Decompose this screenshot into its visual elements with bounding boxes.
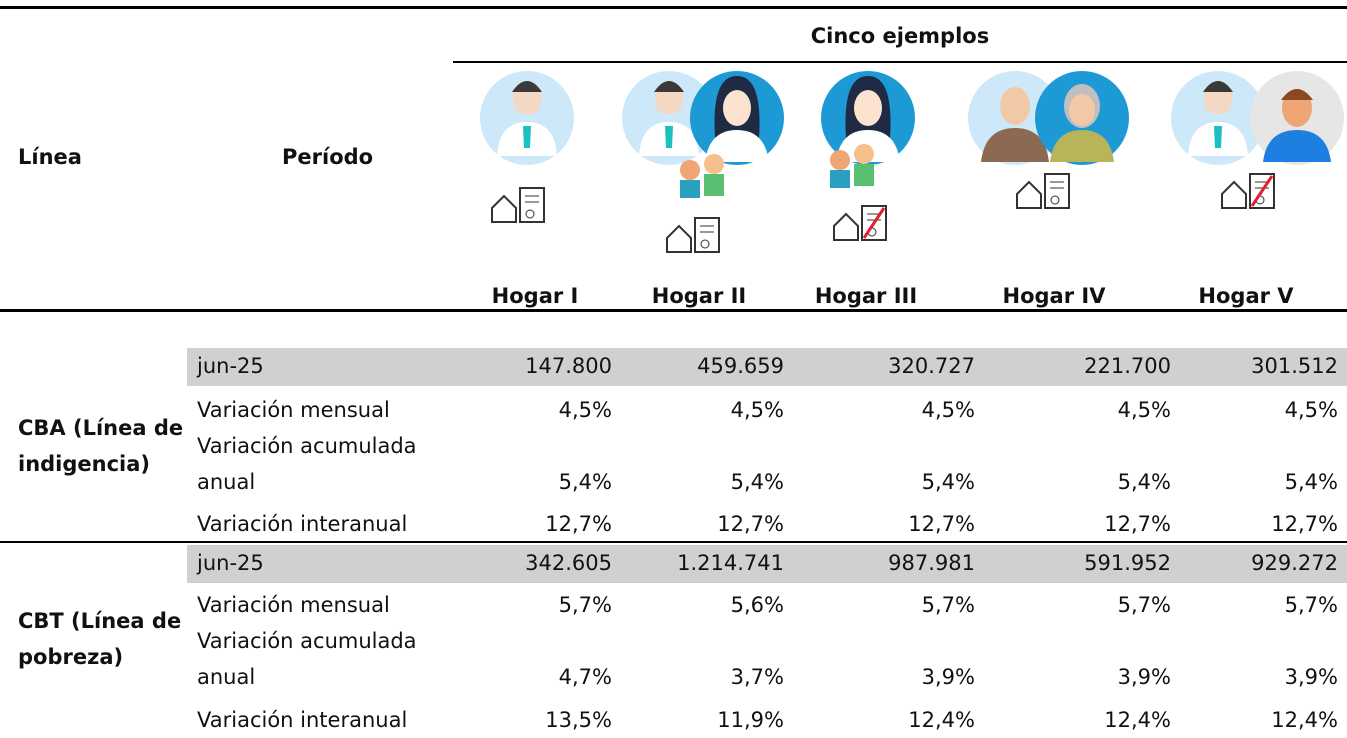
value-cell: 12,4% <box>1271 708 1338 732</box>
group-rule <box>453 61 1347 63</box>
value-cell: 5,4% <box>558 470 612 494</box>
period-label: Variación interanual <box>197 512 408 536</box>
value-cell: 3,7% <box>730 665 784 689</box>
section-label: CBT (Línea de pobreza) <box>18 609 182 669</box>
value-cell: 5,7% <box>1117 593 1171 617</box>
household-header: Hogar II <box>651 284 747 308</box>
value-cell: 12,7% <box>1104 512 1171 536</box>
period-label: Variación mensual <box>197 398 390 422</box>
household-header: Hogar III <box>814 284 918 308</box>
period-label: Variación acumulada anual <box>197 629 417 689</box>
top-rule <box>0 6 1347 9</box>
section-label: CBA (Línea de indigencia) <box>18 416 184 476</box>
period-label: jun-25 <box>197 354 264 378</box>
household-header: Hogar I <box>491 284 579 308</box>
row-band <box>187 348 1347 386</box>
value-cell: 12,7% <box>908 512 975 536</box>
value-cell: 12,4% <box>1104 708 1171 732</box>
value-cell: 342.605 <box>525 551 612 575</box>
value-cell: 5,4% <box>1117 470 1171 494</box>
value-cell: 12,7% <box>717 512 784 536</box>
value-cell: 4,5% <box>1117 398 1171 422</box>
period-label: Variación interanual <box>197 708 408 732</box>
period-label: Variación mensual <box>197 593 390 617</box>
value-cell: 11,9% <box>717 708 784 732</box>
value-cell: 5,4% <box>730 470 784 494</box>
value-cell: 5,4% <box>921 470 975 494</box>
col-period-header: Período <box>282 145 374 169</box>
value-cell: 12,4% <box>908 708 975 732</box>
household-icons <box>480 71 1344 253</box>
value-cell: 1.214.741 <box>677 551 784 575</box>
value-cell: 4,5% <box>1284 398 1338 422</box>
household-header: Hogar V <box>1198 284 1294 308</box>
value-cell: 320.727 <box>888 354 975 378</box>
value-cell: 987.981 <box>888 551 975 575</box>
row-band <box>187 545 1347 583</box>
group-header: Cinco ejemplos <box>810 24 990 48</box>
section-rule <box>0 541 1347 543</box>
value-cell: 13,5% <box>545 708 612 732</box>
header-rule <box>0 309 1347 312</box>
value-cell: 12,7% <box>545 512 612 536</box>
value-cell: 3,9% <box>1117 665 1171 689</box>
value-cell: 3,9% <box>921 665 975 689</box>
value-cell: 12,7% <box>1271 512 1338 536</box>
col-line-header: Línea <box>18 145 82 169</box>
value-cell: 5,4% <box>1284 470 1338 494</box>
value-cell: 301.512 <box>1251 354 1338 378</box>
value-cell: 5,6% <box>730 593 784 617</box>
value-cell: 4,7% <box>558 665 612 689</box>
value-cell: 4,5% <box>921 398 975 422</box>
value-cell: 591.952 <box>1084 551 1171 575</box>
value-cell: 4,5% <box>730 398 784 422</box>
period-label: jun-25 <box>197 551 264 575</box>
value-cell: 5,7% <box>921 593 975 617</box>
value-cell: 929.272 <box>1251 551 1338 575</box>
value-cell: 221.700 <box>1084 354 1171 378</box>
value-cell: 5,7% <box>1284 593 1338 617</box>
period-label: Variación acumulada anual <box>197 434 417 494</box>
value-cell: 3,9% <box>1284 665 1338 689</box>
household-header: Hogar IV <box>1002 284 1106 308</box>
value-cell: 5,7% <box>558 593 612 617</box>
value-cell: 459.659 <box>697 354 784 378</box>
value-cell: 147.800 <box>525 354 612 378</box>
value-cell: 4,5% <box>558 398 612 422</box>
